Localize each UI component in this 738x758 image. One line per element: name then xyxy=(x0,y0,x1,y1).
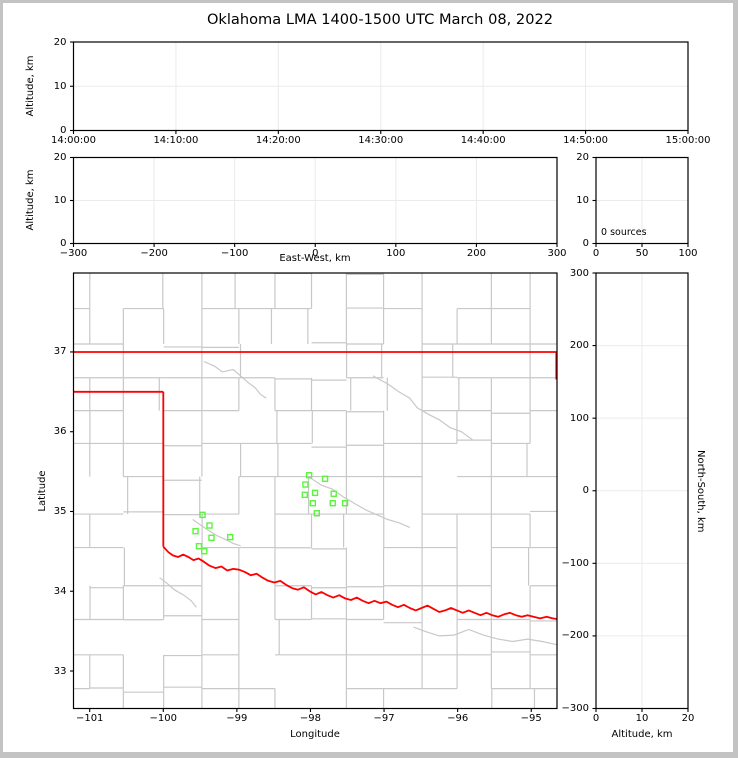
tick-label: 0 xyxy=(582,485,589,497)
tick-label: 34 xyxy=(53,585,67,597)
source-marker xyxy=(302,481,309,488)
tick-label: 36 xyxy=(53,426,67,438)
tick-label: 200 xyxy=(466,248,486,259)
tick-label: −100 xyxy=(149,713,178,724)
tick-label: 20 xyxy=(681,713,695,724)
ew_height-panel-spine xyxy=(72,156,558,245)
tick-label: 33 xyxy=(53,665,67,677)
map-xlabel: Longitude xyxy=(290,729,340,740)
source-marker xyxy=(206,522,213,529)
tick-label: 0 xyxy=(592,713,600,724)
source-marker xyxy=(201,548,208,555)
tick-label: 0 xyxy=(582,238,589,249)
tick-label: −300 xyxy=(59,248,88,259)
source-marker xyxy=(192,527,199,535)
tick-label: 0 xyxy=(60,238,67,249)
tick-label: 20 xyxy=(576,152,589,163)
tick-label: −100 xyxy=(220,248,249,259)
source-marker xyxy=(309,499,317,507)
tick-label: −95 xyxy=(520,713,542,724)
source-marker xyxy=(226,533,234,541)
ns_height-panel-spine xyxy=(595,272,689,710)
tick-label: 100 xyxy=(569,412,589,424)
tick-label: 100 xyxy=(678,248,698,259)
source-marker xyxy=(195,542,203,550)
source-marker xyxy=(305,471,313,479)
source-marker xyxy=(329,499,336,507)
tick-label: 14:20:00 xyxy=(255,135,301,146)
tick-label: 14:50:00 xyxy=(563,135,609,146)
tick-label: −300 xyxy=(561,703,589,714)
source-marker xyxy=(301,491,308,499)
tick-label: 10 xyxy=(635,713,649,724)
tick-label: 14:40:00 xyxy=(460,135,506,146)
source-marker xyxy=(208,534,215,542)
source-marker xyxy=(341,499,349,507)
tick-label: −99 xyxy=(226,713,248,724)
map-layer xyxy=(73,273,557,709)
tick-label: 10 xyxy=(576,195,589,206)
map-ylabel: Latitude xyxy=(37,470,48,512)
ns-panel-xlabel: Altitude, km xyxy=(611,729,673,740)
source-marker xyxy=(313,510,320,517)
tick-label: 0 xyxy=(592,248,600,259)
tick-label: 0 xyxy=(312,248,319,259)
plan_view-panel-spine xyxy=(72,272,558,710)
source-marker xyxy=(199,511,206,519)
tick-label: −200 xyxy=(561,630,589,642)
source-marker xyxy=(311,489,319,497)
source-marker xyxy=(321,475,329,482)
source-marker xyxy=(330,490,337,497)
tick-label: 20 xyxy=(53,152,67,163)
tick-label: 200 xyxy=(569,340,589,352)
tick-label: 100 xyxy=(386,248,406,259)
tick-label: −96 xyxy=(447,713,469,724)
tick-label: 300 xyxy=(569,267,589,279)
tick-label: −101 xyxy=(75,713,104,724)
tick-label: 15:00:00 xyxy=(665,135,711,146)
time_height-panel-spine xyxy=(72,41,689,132)
lightning-sources xyxy=(192,471,349,555)
tick-label: 20 xyxy=(53,36,67,48)
tick-label: 35 xyxy=(53,505,67,517)
tick-label: −200 xyxy=(140,248,168,259)
tick-label: 10 xyxy=(53,195,67,206)
river-lines xyxy=(159,360,557,646)
sources-count-annotation: 0 sources xyxy=(601,227,647,238)
tick-label: −97 xyxy=(373,713,395,724)
alt_histogram-panel-spine xyxy=(595,156,689,245)
tick-label: 14:00:00 xyxy=(51,135,96,146)
tick-label: 300 xyxy=(547,248,567,259)
tick-label: 50 xyxy=(635,248,649,259)
tick-label: 0 xyxy=(60,125,67,136)
tick-label: 10 xyxy=(53,80,67,92)
tick-label: −100 xyxy=(561,557,589,569)
ns-panel-ylabel: North-South, km xyxy=(695,449,706,533)
tick-label: 37 xyxy=(53,346,67,358)
tick-label: 14:10:00 xyxy=(153,135,199,146)
county-boundaries xyxy=(73,273,557,709)
state-border xyxy=(73,351,557,620)
tick-label: −98 xyxy=(299,713,321,724)
figure-title: Oklahoma LMA 1400-1500 UTC March 08, 202… xyxy=(206,11,554,28)
ew-panel-xlabel: East-West, km xyxy=(279,253,351,264)
tick-label: 14:30:00 xyxy=(358,135,404,146)
